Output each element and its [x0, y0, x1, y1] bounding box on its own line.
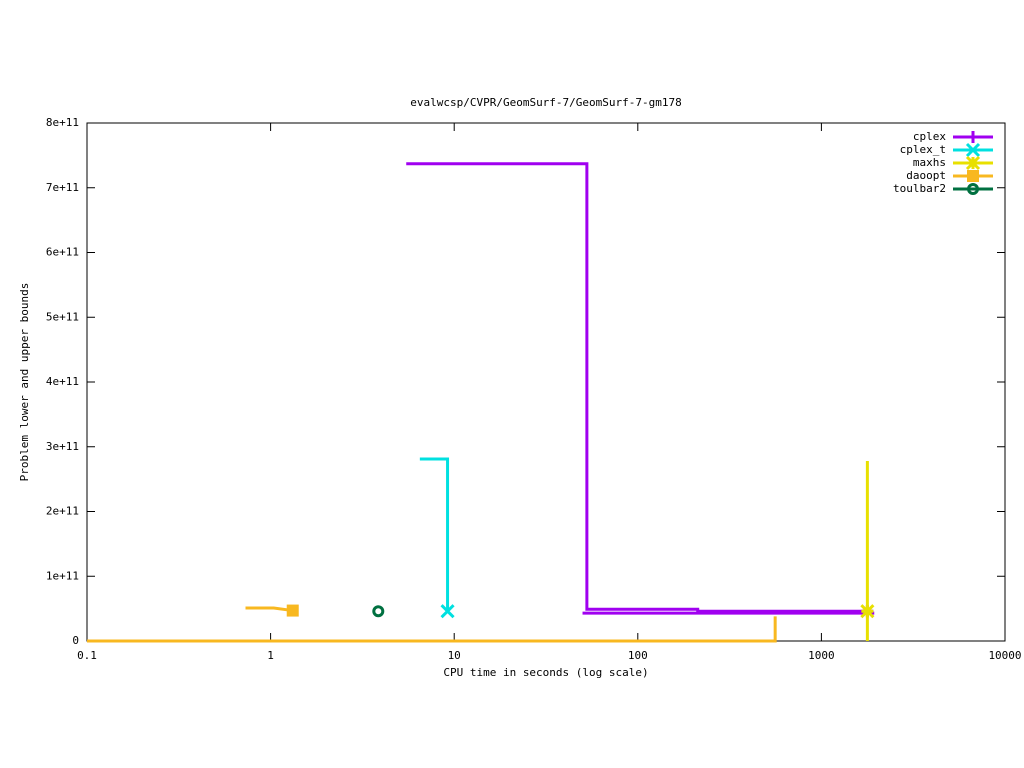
y-tick-label: 6e+11 — [46, 246, 79, 259]
legend-label: maxhs — [913, 156, 946, 169]
y-axis-label: Problem lower and upper bounds — [18, 283, 31, 482]
series-line — [245, 606, 293, 613]
y-tick-label: 0 — [72, 634, 79, 647]
marker — [860, 604, 875, 619]
marker — [967, 170, 979, 182]
y-tick-label: 4e+11 — [46, 375, 79, 388]
x-tick-label: 1000 — [808, 649, 835, 662]
y-tick-label: 5e+11 — [46, 310, 79, 323]
x-axis-label: CPU time in seconds (log scale) — [443, 666, 648, 679]
marker — [965, 155, 981, 171]
series-line — [406, 162, 868, 613]
marker — [286, 604, 299, 617]
series-line — [419, 457, 450, 612]
legend-label: cplex — [913, 130, 946, 143]
x-tick-label: 10 — [448, 649, 461, 662]
series-line — [87, 616, 777, 643]
x-tick-label: 100 — [628, 649, 648, 662]
marker — [440, 604, 455, 619]
marker — [967, 183, 979, 195]
legend-label: daoopt — [906, 169, 946, 182]
x-tick-label: 10000 — [988, 649, 1021, 662]
y-tick-label: 8e+11 — [46, 116, 79, 129]
chart-title: evalwcsp/CVPR/GeomSurf-7/GeomSurf-7-gm17… — [410, 96, 682, 109]
y-tick-label: 1e+11 — [46, 569, 79, 582]
legend-label: cplex_t — [900, 143, 946, 156]
y-tick-label: 2e+11 — [46, 505, 79, 518]
y-tick-label: 7e+11 — [46, 181, 79, 194]
x-tick-label: 0.1 — [77, 649, 97, 662]
legend-label: toulbar2 — [893, 182, 946, 195]
x-tick-label: 1 — [267, 649, 274, 662]
marker — [967, 131, 979, 143]
marker — [372, 605, 385, 618]
marker — [965, 142, 981, 158]
y-tick-label: 3e+11 — [46, 440, 79, 453]
